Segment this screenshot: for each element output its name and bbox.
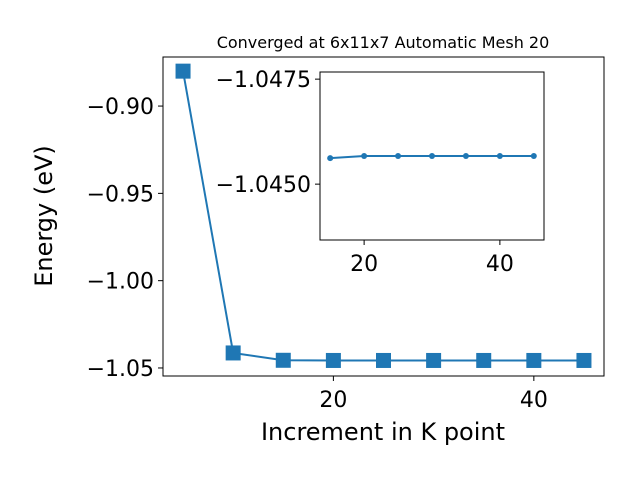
marker [225, 345, 241, 361]
marker [462, 153, 469, 159]
marker [530, 153, 537, 159]
chart-title: Converged at 6x11x7 Automatic Mesh 20 [217, 33, 550, 52]
y-tick-label: −1.05 [87, 357, 154, 382]
y-axis-label: Energy (eV) [30, 145, 58, 287]
marker [361, 153, 368, 159]
x-tick-label: 20 [319, 388, 347, 413]
marker [429, 153, 435, 159]
x-tick-label: 20 [350, 252, 378, 277]
marker [376, 352, 391, 368]
y-tick-label: −1.0475 [216, 68, 311, 93]
marker [175, 63, 191, 79]
y-tick-label: −1.0450 [216, 173, 311, 198]
x-tick-label: 40 [486, 252, 514, 277]
x-axis-label: Increment in K point [261, 418, 505, 446]
marker [426, 352, 442, 368]
y-tick-label: −0.90 [87, 95, 154, 120]
marker [395, 153, 402, 159]
marker [275, 352, 291, 368]
y-tick-label: −0.95 [87, 182, 154, 207]
y-tick-label: −1.00 [87, 270, 154, 295]
marker [576, 352, 592, 368]
x-tick-label: 40 [520, 388, 548, 413]
marker [327, 155, 334, 162]
marker [496, 153, 503, 159]
marker [526, 352, 542, 368]
marker [325, 352, 341, 368]
axes-frame [162, 56, 605, 377]
marker [476, 352, 492, 368]
axes-frame [319, 71, 545, 241]
